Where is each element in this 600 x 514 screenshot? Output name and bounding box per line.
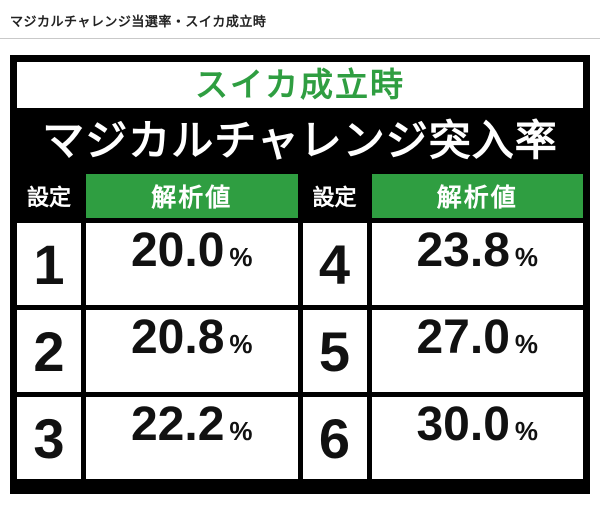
header-setting-left: 設定 [17,174,81,219]
heading-divider [0,38,600,39]
setting-cell-2: 2 [17,310,81,393]
percent-sign: % [514,329,539,360]
value-number: 20.8 [130,311,225,365]
value-cell-setting-6: 30.0 % [371,397,583,480]
value-number: 23.8 [416,224,510,278]
value-number: 30.0 [416,398,510,452]
percent-sign: % [514,416,539,447]
header-value-left: 解析値 [86,174,298,219]
table-grid: 設定 解析値 設定 解析値 1 20.0 % 4 23.8 % 2 20.8 %… [17,174,583,480]
table-subtitle: スイカ成立時 [17,62,583,109]
percent-sign: % [514,242,539,273]
value-cell-setting-2: 20.8 % [86,310,298,393]
value-number: 27.0 [416,311,510,365]
value-cell-setting-1: 20.0 % [86,223,298,306]
setting-cell-6: 6 [302,397,367,480]
page: マジカルチャレンジ当選率・スイカ成立時 スイカ成立時 マジカルチャレンジ突入率 … [0,14,600,495]
table-title: マジカルチャレンジ突入率 [17,113,583,170]
setting-cell-3: 3 [17,397,81,480]
header-value-right: 解析値 [371,174,583,219]
setting-cell-5: 5 [302,310,367,393]
value-cell-setting-5: 27.0 % [371,310,583,393]
value-cell-setting-4: 23.8 % [371,223,583,306]
header-setting-right: 設定 [302,174,367,219]
percent-sign: % [229,329,253,360]
page-heading: マジカルチャレンジ当選率・スイカ成立時 [10,14,267,29]
percent-sign: % [229,242,253,273]
percent-sign: % [229,416,253,447]
magical-challenge-rate-table: スイカ成立時 マジカルチャレンジ突入率 設定 解析値 設定 解析値 1 20.0… [10,55,590,495]
value-number: 22.2 [130,398,225,452]
value-number: 20.0 [130,224,225,278]
setting-cell-1: 1 [17,223,81,306]
value-cell-setting-3: 22.2 % [86,397,298,480]
setting-cell-4: 4 [302,223,367,306]
